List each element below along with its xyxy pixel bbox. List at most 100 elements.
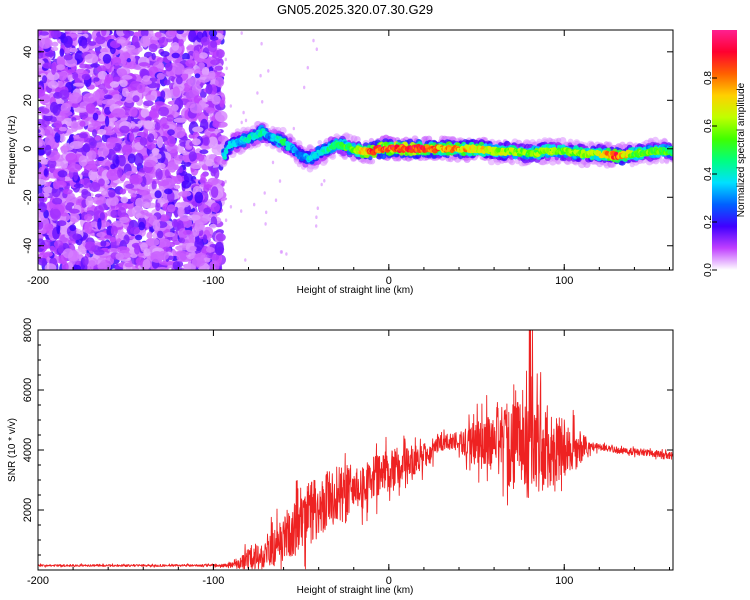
spectrogram-cell bbox=[134, 41, 140, 48]
spectrogram-cell bbox=[118, 154, 126, 167]
spectrogram-cell bbox=[166, 204, 176, 213]
spectrogram-cell bbox=[95, 199, 104, 206]
spectrogram-cell bbox=[166, 114, 174, 122]
spectrogram-cell bbox=[168, 76, 176, 81]
spectrogram-cell bbox=[38, 148, 45, 156]
spectrogram-cell bbox=[210, 186, 219, 198]
spectrogram-cell bbox=[40, 108, 50, 114]
spectrogram-cell bbox=[104, 234, 112, 239]
spectrogram-cell bbox=[154, 101, 165, 106]
spectrogram-cell bbox=[172, 86, 180, 97]
spectrogram-cell bbox=[155, 202, 161, 212]
spectrogram-cell bbox=[38, 89, 46, 97]
spectrogram-cell bbox=[194, 73, 201, 79]
spectrogram-cell bbox=[44, 223, 54, 231]
spectrogram-cell bbox=[63, 54, 73, 61]
spectrogram-cell bbox=[53, 120, 63, 128]
spectrogram-cell bbox=[131, 205, 143, 218]
spectrogram-cell bbox=[240, 31, 243, 35]
spectrogram-cell bbox=[109, 192, 116, 198]
spectrogram-cell bbox=[44, 144, 52, 156]
spectrogram-cell bbox=[112, 94, 123, 101]
spectrogram-cell bbox=[54, 132, 61, 143]
spectrogram-cell bbox=[148, 43, 158, 53]
spectrogram-cell bbox=[205, 107, 215, 114]
spectrogram-cell bbox=[208, 70, 216, 79]
spectrogram-cell bbox=[244, 258, 247, 262]
spectrogram-cell bbox=[68, 92, 82, 104]
spectrogram-cell bbox=[58, 126, 68, 132]
spectrogram-cell bbox=[109, 237, 117, 243]
spectrogram-cell bbox=[39, 31, 50, 36]
spectrogram-cell bbox=[280, 250, 283, 254]
spectrogram-cell bbox=[38, 185, 43, 195]
spectrogram-cell bbox=[103, 94, 113, 100]
spectrogram-cell bbox=[59, 134, 66, 143]
spectrogram-cell bbox=[210, 168, 216, 177]
spectrogram-ridge-cell bbox=[245, 143, 251, 149]
spectrogram-cell bbox=[143, 159, 157, 168]
spectrogram-cell bbox=[323, 179, 326, 183]
spectrogram-cell bbox=[44, 263, 57, 270]
spectrogram-cell bbox=[38, 37, 52, 49]
spectrogram-cell bbox=[138, 221, 145, 231]
spectrogram-cell bbox=[192, 126, 204, 133]
spectrogram-cell bbox=[119, 125, 130, 134]
spectrogram-cell bbox=[107, 195, 119, 206]
spectrogram-cell bbox=[163, 79, 171, 86]
spectrogram-cell bbox=[70, 120, 79, 132]
spectrogram-ridge-cell bbox=[380, 153, 387, 160]
spectrogram-cell bbox=[179, 201, 190, 208]
spectrogram-cell bbox=[271, 160, 275, 165]
spectrogram-ridge-cell bbox=[509, 159, 516, 166]
spectrogram-cell bbox=[184, 68, 195, 75]
spectrogram-cell bbox=[100, 240, 107, 247]
spectrogram-cell bbox=[135, 197, 144, 208]
spectrogram-cell bbox=[285, 252, 288, 256]
spectrogram-cell bbox=[134, 246, 140, 255]
spectrogram-cell bbox=[62, 189, 73, 195]
spectrogram-cell bbox=[101, 30, 107, 37]
spectrogram-cell bbox=[79, 178, 85, 185]
spectrogram-cell bbox=[72, 233, 81, 240]
spectrogram-cell bbox=[112, 56, 122, 66]
spectrogram-cell bbox=[142, 75, 151, 82]
spectrogram-cell bbox=[176, 30, 184, 35]
spectrogram-cell bbox=[58, 71, 67, 81]
spectrogram-cell bbox=[200, 36, 210, 46]
spectrogram-cell bbox=[187, 76, 201, 87]
spectrogram-cell bbox=[81, 199, 87, 208]
spectrogram-cell bbox=[210, 202, 221, 213]
spectrogram-cell bbox=[81, 73, 91, 81]
spectrogram-cell bbox=[142, 259, 151, 270]
spectrogram-cell bbox=[201, 66, 210, 77]
spectrogram-cell bbox=[205, 246, 215, 253]
spectrogram-ridge-cell bbox=[554, 156, 559, 161]
spectrogram-cell bbox=[119, 79, 128, 88]
spectrogram-cell bbox=[175, 76, 183, 85]
spectrogram-cell bbox=[140, 35, 151, 47]
spectrogram-cell bbox=[198, 74, 211, 83]
spectrogram-cell bbox=[274, 198, 278, 202]
spectrogram-cell bbox=[119, 216, 130, 224]
spectrogram-cell bbox=[97, 128, 107, 136]
spectrogram-cell bbox=[82, 143, 91, 153]
spectrogram-cell bbox=[215, 233, 226, 242]
spectrogram-cell bbox=[263, 191, 266, 195]
spectrogram-cell bbox=[256, 91, 259, 95]
spectrogram-cell bbox=[178, 166, 184, 174]
spectrogram-cell bbox=[73, 264, 78, 270]
spectrogram-cell bbox=[196, 153, 205, 162]
spectrogram-cell bbox=[162, 124, 170, 129]
spectrogram-cell bbox=[42, 75, 47, 84]
spectrogram-cell bbox=[66, 202, 75, 207]
spectrogram-cell bbox=[65, 152, 78, 163]
spectrogram-cell bbox=[60, 102, 71, 114]
spectrogram-cell bbox=[171, 104, 179, 112]
spectrogram-cell bbox=[85, 103, 96, 114]
spectrogram-cell bbox=[168, 30, 178, 36]
spectrogram-cell bbox=[44, 52, 55, 57]
spectrogram-cell bbox=[38, 257, 49, 266]
spectrogram-cell bbox=[69, 224, 77, 232]
spectrogram-cell bbox=[169, 148, 178, 158]
